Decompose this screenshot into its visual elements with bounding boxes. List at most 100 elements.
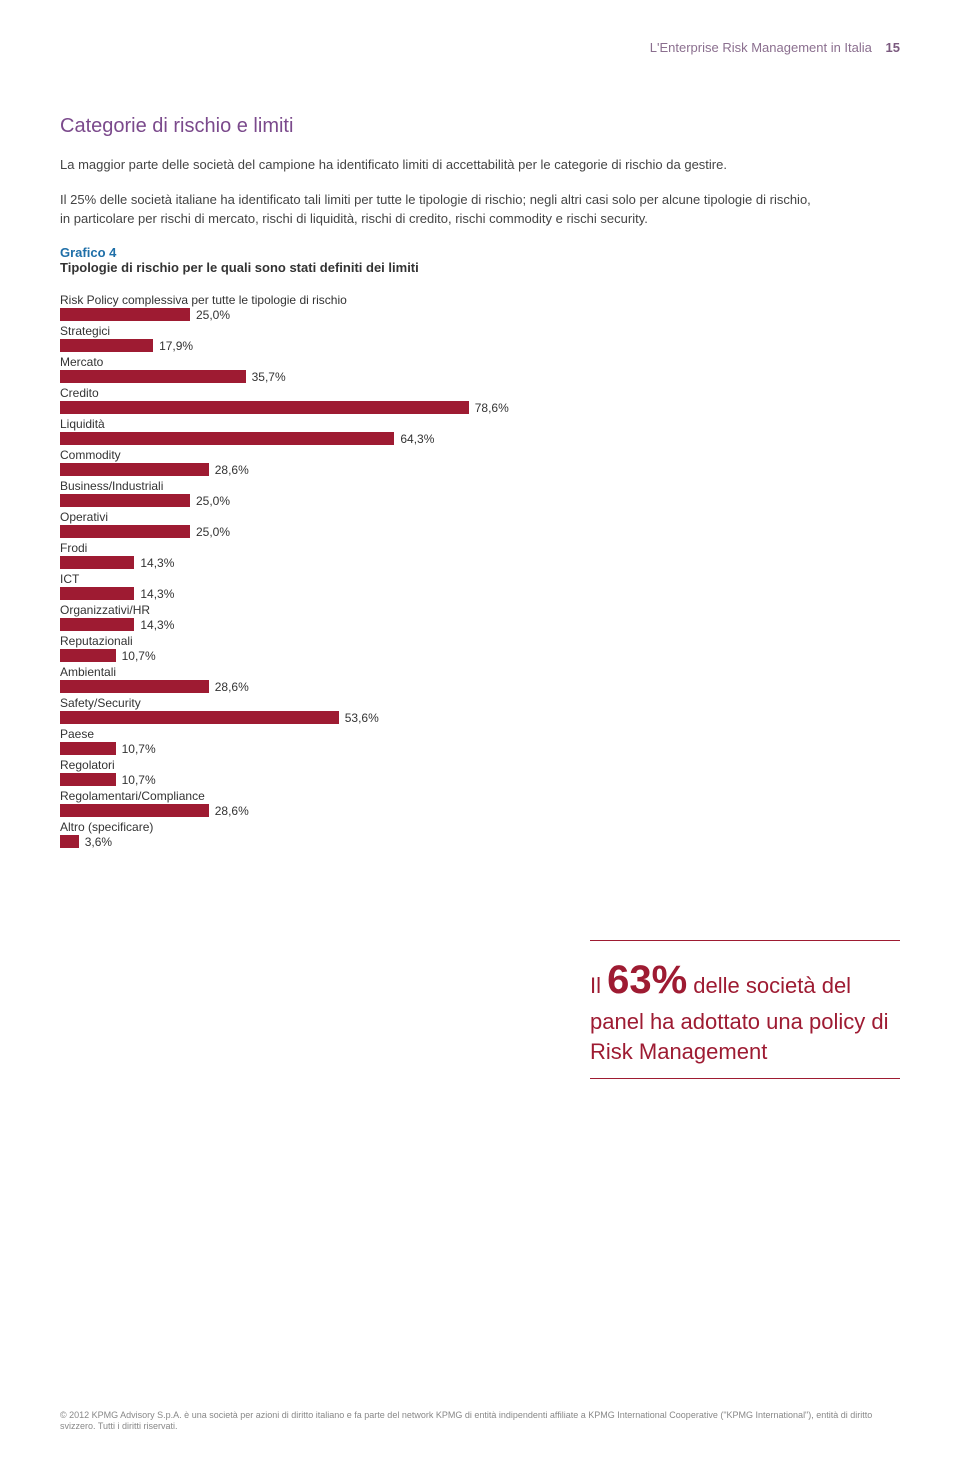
chart-row: Regolamentari/Compliance28,6% <box>60 789 590 818</box>
chart-bar-wrap: 3,6% <box>60 835 590 849</box>
chart-bar <box>60 463 209 476</box>
chart-row: Ambientali28,6% <box>60 665 590 694</box>
chart-bar-wrap: 28,6% <box>60 804 590 818</box>
chart-bar-label: Ambientali <box>60 665 590 679</box>
chart-caption-number: Grafico 4 <box>60 245 900 260</box>
chart-bar-label: Business/Industriali <box>60 479 590 493</box>
chart-bar <box>60 401 469 414</box>
chart-bar-label: ICT <box>60 572 590 586</box>
chart-bar-label: Safety/Security <box>60 696 590 710</box>
chart-row: Frodi14,3% <box>60 541 590 570</box>
chart-row: Credito78,6% <box>60 386 590 415</box>
chart-bar <box>60 711 339 724</box>
chart-row: Paese10,7% <box>60 727 590 756</box>
chart-bar-value: 28,6% <box>215 680 249 694</box>
page-footer: © 2012 KPMG Advisory S.p.A. è una societ… <box>60 1410 900 1433</box>
chart-bar-label: Risk Policy complessiva per tutte le tip… <box>60 293 590 307</box>
chart-bar-value: 3,6% <box>85 835 112 849</box>
chart-bar-label: Strategici <box>60 324 590 338</box>
chart-bar-wrap: 28,6% <box>60 680 590 694</box>
chart-bar-label: Regolatori <box>60 758 590 772</box>
chart-bar-label: Paese <box>60 727 590 741</box>
chart-bar <box>60 308 190 321</box>
chart-row: Risk Policy complessiva per tutte le tip… <box>60 293 590 322</box>
chart-bar-value: 78,6% <box>475 401 509 415</box>
chart-bar-value: 10,7% <box>122 742 156 756</box>
chart-bar-label: Frodi <box>60 541 590 555</box>
chart-bar-label: Reputazionali <box>60 634 590 648</box>
stat-callout: Il 63% delle società del panel ha adotta… <box>590 940 900 1079</box>
chart-bar <box>60 494 190 507</box>
chart-bar-wrap: 17,9% <box>60 339 590 353</box>
chart-bar <box>60 649 116 662</box>
chart-bar-label: Commodity <box>60 448 590 462</box>
section-title: Categorie di rischio e limiti <box>60 115 900 138</box>
chart-bar-wrap: 28,6% <box>60 463 590 477</box>
chart-bar-wrap: 10,7% <box>60 742 590 756</box>
chart-bar-value: 35,7% <box>252 370 286 384</box>
body-paragraph: La maggior parte delle società del campi… <box>60 156 820 175</box>
chart-row: Strategici17,9% <box>60 324 590 353</box>
chart-bar-wrap: 14,3% <box>60 556 590 570</box>
chart-bar-value: 28,6% <box>215 804 249 818</box>
chart-bar-label: Liquidità <box>60 417 590 431</box>
chart-row: Commodity28,6% <box>60 448 590 477</box>
chart-bar-label: Credito <box>60 386 590 400</box>
chart-bar-value: 28,6% <box>215 463 249 477</box>
chart-row: Reputazionali10,7% <box>60 634 590 663</box>
chart-bar-wrap: 25,0% <box>60 525 590 539</box>
chart-bar-value: 64,3% <box>400 432 434 446</box>
chart-bar <box>60 525 190 538</box>
chart-bar-label: Organizzativi/HR <box>60 603 590 617</box>
chart-row: Altro (specificare)3,6% <box>60 820 590 849</box>
chart-bar-wrap: 35,7% <box>60 370 590 384</box>
chart-row: Business/Industriali25,0% <box>60 479 590 508</box>
chart-bar-label: Regolamentari/Compliance <box>60 789 590 803</box>
chart-bar <box>60 680 209 693</box>
bar-chart: Risk Policy complessiva per tutte le tip… <box>60 293 590 849</box>
chart-bar <box>60 556 134 569</box>
chart-bar <box>60 742 116 755</box>
chart-row: Liquidità64,3% <box>60 417 590 446</box>
chart-bar-wrap: 78,6% <box>60 401 590 415</box>
chart-bar-wrap: 10,7% <box>60 773 590 787</box>
chart-bar-label: Operativi <box>60 510 590 524</box>
chart-bar-value: 14,3% <box>140 556 174 570</box>
chart-bar-wrap: 14,3% <box>60 587 590 601</box>
chart-bar <box>60 587 134 600</box>
chart-bar <box>60 432 394 445</box>
chart-bar-value: 25,0% <box>196 525 230 539</box>
chart-bar-wrap: 10,7% <box>60 649 590 663</box>
chart-bar <box>60 773 116 786</box>
chart-bar-label: Altro (specificare) <box>60 820 590 834</box>
page-number: 15 <box>886 40 900 55</box>
chart-row: Regolatori10,7% <box>60 758 590 787</box>
chart-bar-value: 10,7% <box>122 649 156 663</box>
chart-bar <box>60 339 153 352</box>
chart-bar-wrap: 53,6% <box>60 711 590 725</box>
chart-bar-wrap: 64,3% <box>60 432 590 446</box>
header-title: L'Enterprise Risk Management in Italia <box>650 40 872 55</box>
chart-row: ICT14,3% <box>60 572 590 601</box>
chart-row: Mercato35,7% <box>60 355 590 384</box>
chart-bar <box>60 804 209 817</box>
chart-row: Operativi25,0% <box>60 510 590 539</box>
chart-bar-wrap: 25,0% <box>60 308 590 322</box>
chart-bar-value: 14,3% <box>140 587 174 601</box>
running-header: L'Enterprise Risk Management in Italia 1… <box>60 40 900 55</box>
chart-bar <box>60 370 246 383</box>
body-paragraph: Il 25% delle società italiane ha identif… <box>60 191 820 229</box>
chart-bar-wrap: 25,0% <box>60 494 590 508</box>
chart-row: Safety/Security53,6% <box>60 696 590 725</box>
chart-caption-title: Tipologie di rischio per le quali sono s… <box>60 260 900 275</box>
chart-bar <box>60 835 79 848</box>
chart-bar-wrap: 14,3% <box>60 618 590 632</box>
chart-bar-value: 14,3% <box>140 618 174 632</box>
callout-prefix: Il <box>590 973 607 998</box>
chart-bar-value: 53,6% <box>345 711 379 725</box>
chart-bar-value: 25,0% <box>196 308 230 322</box>
chart-bar-value: 17,9% <box>159 339 193 353</box>
chart-bar-label: Mercato <box>60 355 590 369</box>
callout-text: Il 63% delle società del panel ha adotta… <box>590 953 900 1066</box>
chart-bar-value: 10,7% <box>122 773 156 787</box>
